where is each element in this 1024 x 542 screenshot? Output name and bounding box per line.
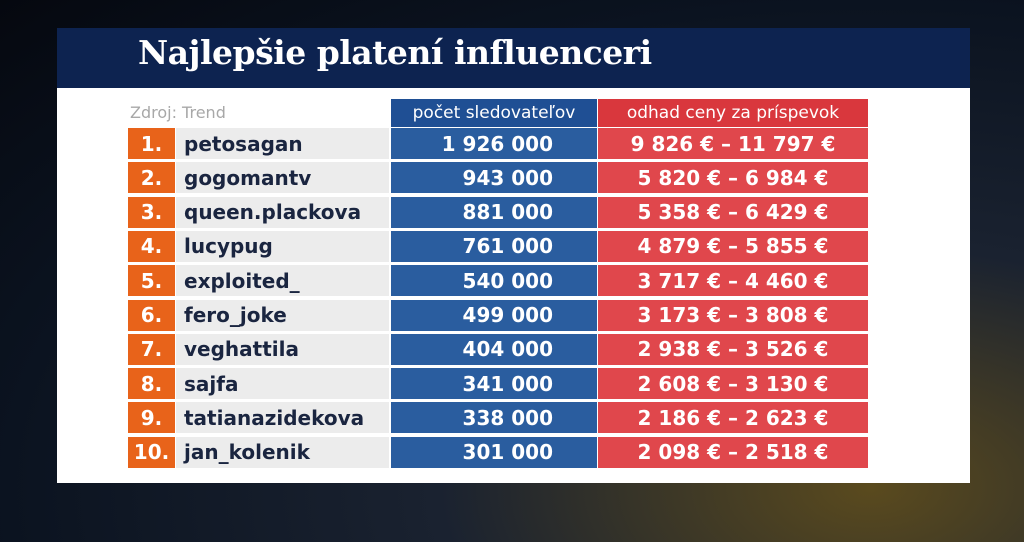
rank: 8.: [128, 368, 175, 400]
followers: 761 000: [391, 230, 597, 262]
followers: 338 000: [391, 402, 597, 434]
rank: 9.: [128, 402, 175, 434]
price-estimate: 3 717 € – 4 460 €: [598, 265, 868, 297]
price-estimate: 3 173 € – 3 808 €: [598, 299, 868, 331]
price-estimate: 4 879 € – 5 855 €: [598, 230, 868, 262]
rank: 2.: [128, 162, 175, 194]
title-bar: [57, 28, 970, 88]
rank: 3.: [128, 196, 175, 228]
followers: 540 000: [391, 265, 597, 297]
price-estimate: 2 608 € – 3 130 €: [598, 368, 868, 400]
influencer-name: jan_kolenik: [176, 436, 389, 468]
influencer-name: gogomantv: [176, 162, 389, 194]
rank: 5.: [128, 265, 175, 297]
rank: 6.: [128, 299, 175, 331]
column-header: odhad ceny za príspevok: [598, 99, 868, 127]
price-estimate: 2 186 € – 2 623 €: [598, 402, 868, 434]
rank: 1.: [128, 128, 175, 159]
price-estimate: 2 938 € – 3 526 €: [598, 333, 868, 365]
followers: 1 926 000: [391, 128, 597, 159]
influencer-name: sajfa: [176, 368, 389, 400]
followers: 943 000: [391, 162, 597, 194]
influencer-name: petosagan: [176, 128, 389, 159]
rank: 4.: [128, 230, 175, 262]
price-estimate: 2 098 € – 2 518 €: [598, 436, 868, 468]
influencer-name: veghattila: [176, 333, 389, 365]
price-estimate: 5 820 € – 6 984 €: [598, 162, 868, 194]
source: Zdroj: Trend: [130, 103, 226, 122]
influencer-name: fero_joke: [176, 299, 389, 331]
followers: 404 000: [391, 333, 597, 365]
influencer-name: lucypug: [176, 230, 389, 262]
price-estimate: 5 358 € – 6 429 €: [598, 196, 868, 228]
followers: 881 000: [391, 196, 597, 228]
influencer-name: tatianazidekova: [176, 402, 389, 434]
influencer-name: exploited_: [176, 265, 389, 297]
followers: 301 000: [391, 436, 597, 468]
followers: 499 000: [391, 299, 597, 331]
title: Najlepšie platení influenceri: [138, 33, 652, 72]
price-estimate: 9 826 € – 11 797 €: [598, 128, 868, 159]
rank: 7.: [128, 333, 175, 365]
followers: 341 000: [391, 368, 597, 400]
influencer-name: queen.plackova: [176, 196, 389, 228]
column-header: počet sledovateľov: [391, 99, 597, 127]
rank: 10.: [128, 436, 175, 468]
